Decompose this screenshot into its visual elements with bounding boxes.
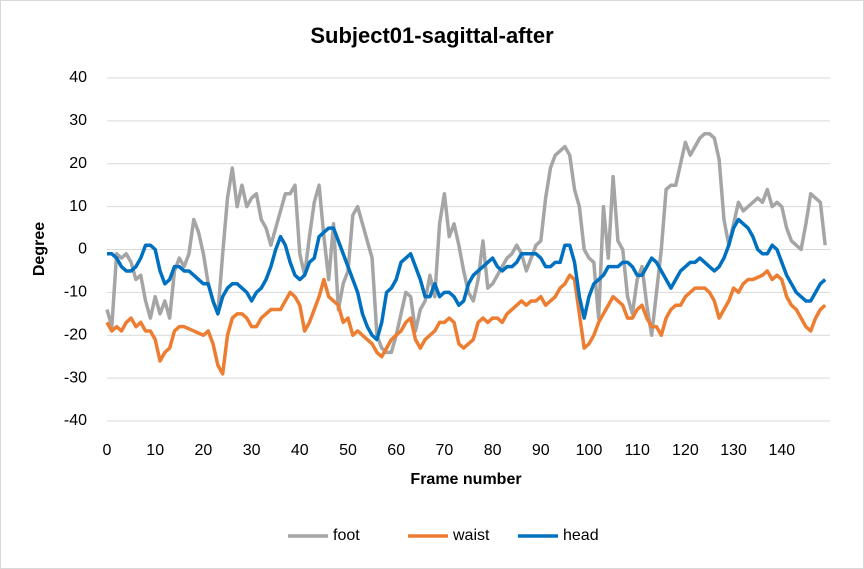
- y-tick-label: 30: [69, 112, 87, 129]
- x-tick-label: 10: [146, 442, 164, 459]
- y-tick-label: -40: [64, 412, 87, 429]
- x-tick-label: 40: [291, 442, 309, 459]
- x-tick-label: 100: [576, 442, 603, 459]
- x-tick-label: 0: [103, 442, 112, 459]
- x-tick-label: 50: [339, 442, 357, 459]
- x-tick-label: 70: [436, 442, 454, 459]
- series-line: [107, 217, 827, 342]
- series-line: [105, 269, 827, 376]
- y-tick-label: 40: [69, 69, 87, 86]
- legend-label: head: [563, 527, 599, 544]
- y-tick-label: -10: [64, 284, 87, 301]
- y-tick-label: -20: [64, 326, 87, 343]
- x-tick-label: 60: [387, 442, 405, 459]
- x-tick-label: 120: [672, 442, 699, 459]
- y-tick-label: 0: [78, 241, 87, 258]
- legend-label: foot: [333, 527, 360, 544]
- x-tick-label: 90: [532, 442, 550, 459]
- series-line: [105, 131, 827, 355]
- y-axis-label: Degree: [31, 222, 48, 276]
- legend-label: waist: [452, 527, 490, 544]
- x-tick-label: 80: [484, 442, 502, 459]
- x-axis-label: Frame number: [410, 471, 521, 488]
- y-tick-label: -30: [64, 369, 87, 386]
- x-tick-label: 140: [768, 442, 795, 459]
- y-tick-label: 10: [69, 198, 87, 215]
- x-tick-label: 20: [195, 442, 213, 459]
- x-tick-label: 30: [243, 442, 261, 459]
- y-tick-label: 20: [69, 155, 87, 172]
- x-tick-label: 110: [624, 442, 650, 459]
- x-tick-label: 130: [720, 442, 747, 459]
- chart-title: Subject01-sagittal-after: [310, 23, 554, 48]
